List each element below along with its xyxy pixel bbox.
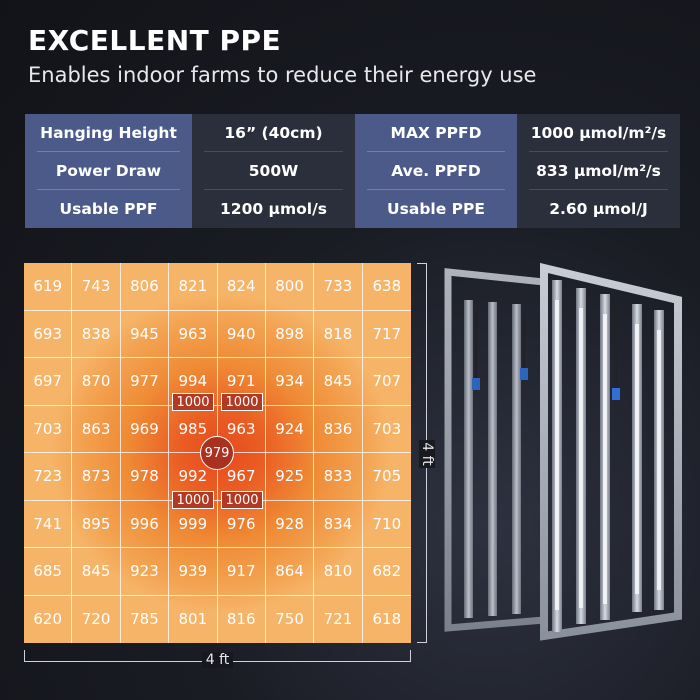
hotspot-badge: 1000 — [221, 491, 263, 509]
center-value-badge: 979 — [200, 436, 234, 470]
ppfd-cell: 810 — [314, 548, 363, 596]
ppfd-cell: 977 — [120, 358, 170, 406]
width-label-text: 4 ft — [201, 652, 234, 668]
ppfd-cell: 833 — [314, 453, 363, 501]
ppfd-cell: 895 — [72, 500, 121, 548]
spec-label: Power Draw — [25, 152, 192, 190]
ppfd-cell: 697 — [24, 358, 73, 406]
ppfd-cell: 978 — [120, 453, 170, 501]
ppfd-cell: 999 — [169, 500, 218, 548]
ppfd-cell: 717 — [362, 311, 411, 358]
spec-label: MAX PPFD — [355, 114, 517, 152]
ppfd-cell: 845 — [72, 548, 121, 596]
ppfd-cell: 836 — [314, 405, 363, 453]
ppfd-cell: 743 — [72, 263, 121, 311]
ppfd-cell: 816 — [218, 595, 266, 643]
spec-label: Usable PPF — [25, 190, 192, 228]
ppfd-cell: 750 — [266, 595, 315, 643]
ppfd-cell: 682 — [362, 548, 411, 596]
ppfd-cell: 985 — [169, 405, 218, 453]
height-dimension-label: 4 ft — [417, 440, 437, 468]
ppfd-cell: 721 — [314, 595, 363, 643]
spec-value: 1200 µmol/s — [192, 190, 355, 228]
ppfd-cell: 945 — [120, 310, 170, 358]
ppfd-cell: 800 — [265, 263, 315, 311]
spec-label: Ave. PPFD — [355, 152, 517, 190]
ppfd-cell: 923 — [120, 548, 170, 596]
ppfd-cell: 917 — [217, 548, 266, 596]
ppfd-cell: 870 — [72, 358, 121, 406]
hotspot-badge: 1000 — [172, 393, 214, 411]
ppfd-cell: 620 — [24, 595, 73, 643]
ppfd-cell: 703 — [24, 405, 73, 453]
ppfd-cell: 864 — [265, 548, 315, 596]
ppfd-cell: 963 — [169, 310, 218, 358]
ppfd-cell: 963 — [217, 405, 266, 453]
ppfd-cell: 976 — [217, 500, 266, 548]
ppfd-cell: 703 — [362, 406, 411, 453]
ppfd-cell: 940 — [217, 310, 266, 358]
ppfd-cell: 618 — [372, 610, 402, 629]
ppfd-cell: 707 — [362, 358, 411, 406]
ppfd-cell: 638 — [362, 263, 411, 311]
ppfd-heatmap: 619 743 806 821 824 800 733 638 693 838 945 963 940 8… — [24, 263, 411, 643]
subheadline: Enables indoor farms to reduce their ene… — [28, 63, 537, 87]
hotspot-badge: 1000 — [172, 491, 214, 509]
ppfd-cell: 928 — [265, 500, 315, 548]
ppfd-cell: 934 — [265, 358, 315, 406]
ppfd-cell: 873 — [72, 453, 121, 501]
ppfd-cell: 619 — [24, 263, 73, 311]
ppfd-cell: 996 — [120, 500, 170, 548]
ppfd-cell: 845 — [314, 358, 363, 406]
ppfd-cell: 705 — [362, 453, 411, 501]
ppfd-cell: 733 — [314, 263, 363, 311]
ppfd-cell: 925 — [265, 453, 315, 501]
ppfd-cell: 785 — [121, 595, 170, 643]
spec-value: 2.60 µmol/J — [517, 190, 680, 228]
grow-light-fixture-image — [444, 262, 682, 641]
ppfd-cell: 834 — [314, 500, 363, 548]
spec-value: 1000 µmol/m²/s — [517, 114, 680, 152]
ppfd-cell: 806 — [120, 263, 170, 311]
ppfd-cell: 818 — [314, 310, 363, 358]
ppfd-cell: 741 — [24, 500, 73, 548]
ppfd-cell: 821 — [169, 263, 218, 311]
spec-label: Usable PPE — [355, 190, 517, 228]
ppfd-cell: 824 — [217, 263, 266, 311]
ppfd-cell: 685 — [24, 548, 73, 596]
ppfd-cell: 693 — [24, 310, 73, 358]
spec-value: 500W — [192, 152, 355, 190]
ppfd-cell: 801 — [169, 595, 218, 643]
ppfd-cell: 939 — [169, 548, 218, 596]
headline: EXCELLENT PPE — [28, 24, 282, 57]
width-dimension-label: 4 ft — [0, 652, 435, 668]
ppfd-cell: 720 — [72, 595, 121, 643]
ppfd-cell: 710 — [362, 501, 411, 548]
height-label-text: 4 ft — [419, 440, 435, 468]
ppfd-cell: 863 — [72, 405, 121, 453]
ppfd-cell: 838 — [72, 310, 121, 358]
spec-value: 16” (40cm) — [192, 114, 355, 152]
spec-table: Hanging Height 16” (40cm) MAX PPFD 1000 … — [25, 114, 680, 228]
ppfd-cell: 924 — [265, 405, 315, 453]
ppfd-cell: 898 — [265, 310, 315, 358]
ppfd-cell: 969 — [120, 405, 170, 453]
spec-label: Hanging Height — [25, 114, 192, 152]
hotspot-badge: 1000 — [221, 393, 263, 411]
ppfd-cell: 723 — [24, 453, 73, 501]
spec-value: 833 µmol/m²/s — [517, 152, 680, 190]
